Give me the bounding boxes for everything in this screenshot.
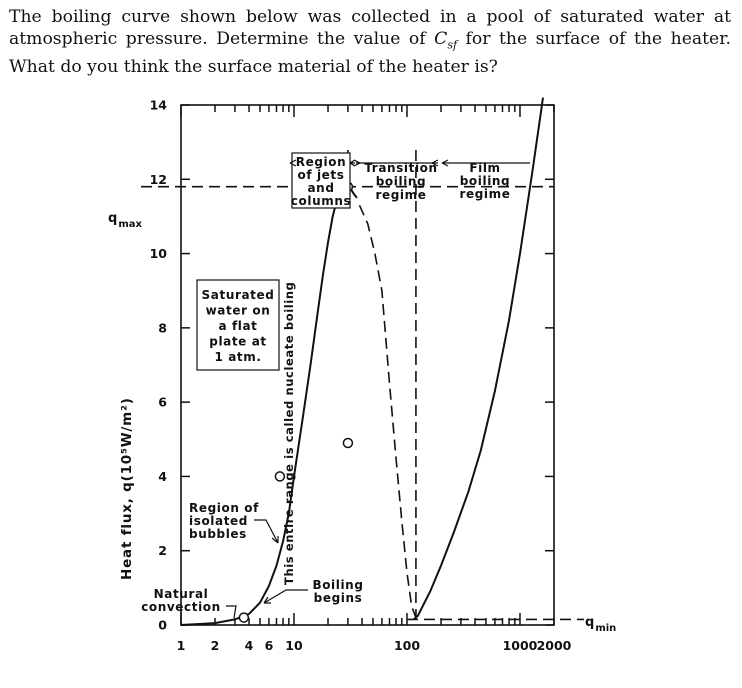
- q-max-subscript: max: [118, 219, 142, 230]
- y-axis-title: Heat flux, q(10⁵W/m²): [119, 397, 135, 580]
- conditions-line-3: plate at: [209, 335, 267, 349]
- csf-subscript: sf: [447, 38, 458, 52]
- jets-region-box: [291, 152, 351, 209]
- question-part-1: The boiling curve shown below was collec…: [9, 7, 731, 49]
- isolated-line-2: bubbles: [189, 527, 247, 541]
- question-text: The boiling curve shown below was collec…: [9, 6, 731, 78]
- curve-segment-1: [358, 204, 417, 618]
- q-min-subscript: min: [595, 623, 616, 634]
- y-tick-label-0: 0: [158, 618, 167, 633]
- transition-line-0: Transition: [364, 161, 437, 175]
- y-axis: 0 2 4 6 8 10 12 14: [150, 98, 190, 633]
- top-axis-ticks: [180, 105, 555, 117]
- x-tick-label-0: 1: [177, 638, 186, 653]
- jets-line-3: columns: [291, 194, 351, 208]
- q-min-symbol: q: [585, 615, 594, 630]
- y-tick-label-4: 8: [158, 320, 167, 335]
- x-tick-label-3: 6: [265, 638, 274, 653]
- y-tick-label-6: 12: [150, 172, 167, 187]
- jets-line-1: of jets: [298, 168, 345, 182]
- y-tick-label-5: 10: [150, 246, 168, 261]
- annotation-nucleate-boiling: This entire range is called nucleate boi…: [282, 282, 296, 585]
- x-tick-label-2: 4: [245, 638, 254, 653]
- curve-marker-3: [342, 437, 354, 449]
- csf-symbol: Csf: [434, 29, 458, 52]
- x-tick-label-4: 10: [285, 638, 303, 653]
- question-part-2: for the surface of the heater. What do y…: [9, 29, 731, 78]
- conditions-line-0: Saturated: [202, 288, 275, 302]
- film-line-0: Film: [469, 161, 500, 175]
- x-tick-label-5: 100: [394, 638, 420, 653]
- natural-line-0: Natural: [154, 587, 209, 601]
- jets-line-0: Region: [296, 155, 346, 169]
- x-axis: 1 2 4 6 10 100 1000 2000: [177, 613, 572, 653]
- y-tick-label-1: 2: [158, 543, 167, 558]
- plot-frame: [180, 104, 555, 626]
- q-max-label: qmax: [108, 211, 142, 230]
- curve-marker-0: [238, 612, 250, 623]
- arrow-heads-transition: [353, 159, 439, 167]
- boiling-begins-line-0: Boiling: [312, 578, 363, 592]
- leader-isolated-bubbles: [254, 519, 279, 544]
- conditions-line-4: 1 atm.: [214, 350, 261, 364]
- transition-line-1: boiling: [376, 175, 427, 189]
- q-max-symbol: q: [108, 211, 117, 226]
- x-tick-label-7: 2000: [537, 638, 572, 653]
- film-line-1: boiling: [460, 174, 511, 188]
- conditions-line-1: water on: [206, 304, 271, 318]
- isolated-line-1: isolated: [189, 514, 248, 528]
- y-tick-label-2: 4: [158, 469, 167, 484]
- curve-marker-1: [274, 471, 286, 482]
- natural-line-1: convection: [141, 600, 221, 614]
- right-axis-ticks: [545, 104, 554, 626]
- transition-line-2: regime: [375, 188, 426, 202]
- conditions-box: [196, 279, 280, 371]
- csf-main: C: [434, 29, 448, 49]
- y-tick-label-3: 6: [158, 395, 167, 410]
- jets-line-2: and: [307, 181, 334, 195]
- curve-segment-2: [413, 97, 544, 621]
- isolated-line-0: Region of: [189, 501, 259, 515]
- q-min-label: qmin: [585, 615, 616, 634]
- leader-boiling-begins: [263, 589, 308, 604]
- y-tick-label-7: 14: [150, 98, 168, 113]
- x-tick-label-6: 1000: [503, 638, 538, 653]
- x-tick-label-1: 2: [211, 638, 220, 653]
- arrow-jets-left: [349, 159, 356, 167]
- film-line-2: regime: [459, 187, 510, 201]
- arrow-film: [441, 159, 530, 167]
- annotation-conditions: Saturated water ona flat plate at1 atm.: [202, 288, 275, 364]
- arrows: [226, 159, 530, 619]
- arrow-head-jets-left: [289, 159, 297, 167]
- curve-segment-0: [180, 184, 358, 626]
- leader-natural-convection: [226, 605, 237, 619]
- boiling-begins-line-1: begins: [314, 591, 363, 605]
- conditions-line-2: a flat: [218, 319, 257, 333]
